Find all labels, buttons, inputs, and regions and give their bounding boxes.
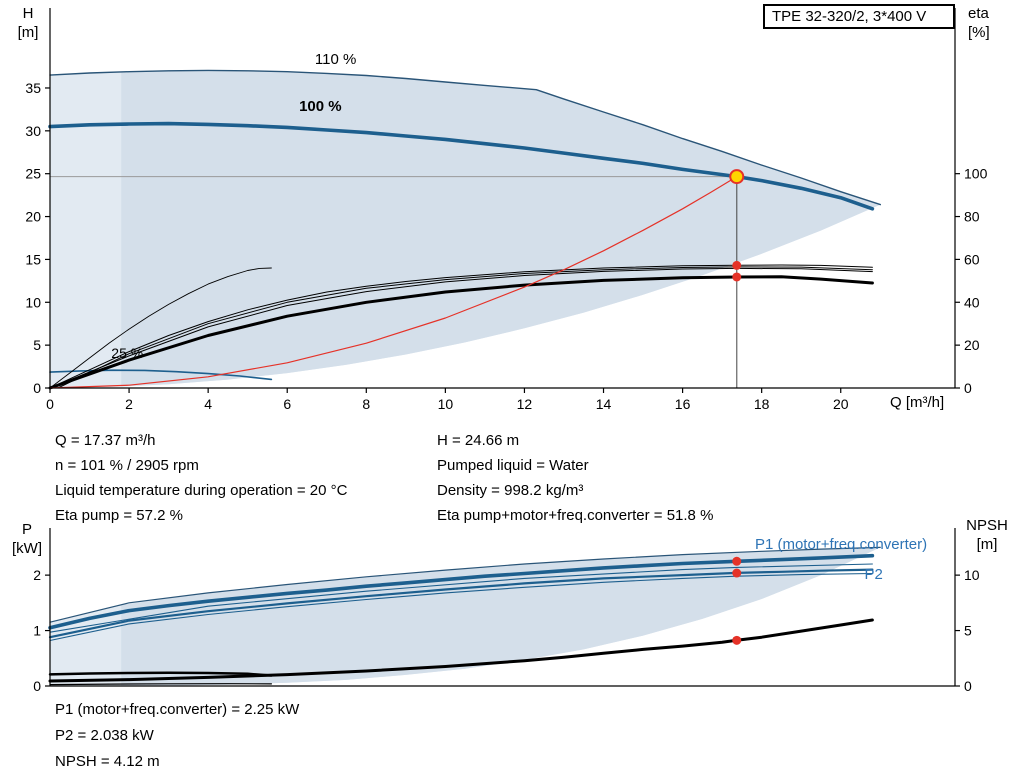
- p1-curve: [48, 553, 875, 630]
- info-p1: P1 (motor+freq.converter) = 2.25 kW: [55, 701, 300, 718]
- svg-text:30: 30: [25, 123, 41, 139]
- svg-text:8: 8: [362, 396, 370, 412]
- speed-110-curve: [49, 69, 881, 206]
- eta-total-point: [732, 272, 742, 282]
- p1-point: [732, 556, 742, 566]
- svg-text:14: 14: [596, 396, 612, 412]
- svg-text:35: 35: [25, 80, 41, 96]
- label-p1: P1 (motor+freq.converter): [755, 536, 927, 553]
- info-liquid-temp: Liquid temperature during operation = 20…: [55, 482, 348, 499]
- npsh-axis-label: NPSH [m]: [966, 517, 1008, 553]
- hq-chart: 0 2 4 6 8 10 12 14 16 18 20 0 5 10 15 20 25 30 35 0 20 40 60 80…: [25, 8, 988, 412]
- duty-info-right: H = 24.66 m Pumped liquid = Water Densit…: [437, 428, 713, 528]
- operating-envelope-inner: [121, 70, 881, 387]
- p-min-speed-curve-2: [49, 683, 272, 686]
- info-eta-total: Eta pump+motor+freq.converter = 51.8 %: [437, 507, 714, 524]
- svg-text:25: 25: [25, 166, 41, 182]
- info-density: Density = 998.2 kg/m³: [437, 482, 584, 499]
- info-q: Q = 17.37 m³/h: [55, 432, 156, 449]
- power-info-block: P1 (motor+freq.converter) = 2.25 kW P2 =…: [55, 697, 299, 775]
- info-pumped-liquid: Pumped liquid = Water: [437, 457, 589, 474]
- eta-thin-curve-2: [57, 266, 873, 389]
- p2-curve: [48, 568, 874, 639]
- power-envelope-inner: [121, 547, 881, 686]
- label-25pct: 25 %: [111, 345, 143, 361]
- info-p2: P2 = 2.038 kW: [55, 727, 154, 744]
- svg-text:0: 0: [33, 678, 41, 694]
- svg-text:6: 6: [283, 396, 291, 412]
- svg-text:60: 60: [964, 251, 980, 267]
- eta-reduced-speed-arc: [49, 267, 272, 389]
- info-npsh: NPSH = 4.12 m: [55, 753, 160, 770]
- svg-text:0: 0: [46, 396, 54, 412]
- eta-thin-curve-3: [49, 267, 873, 389]
- svg-text:0: 0: [964, 678, 972, 694]
- svg-text:10: 10: [964, 567, 980, 583]
- svg-text:20: 20: [833, 396, 849, 412]
- label-110pct: 110 %: [315, 51, 356, 68]
- label-100pct: 100 %: [299, 98, 342, 115]
- info-n: n = 101 % / 2905 rpm: [55, 457, 199, 474]
- svg-text:20: 20: [25, 209, 41, 225]
- p-npsh-chart: 0 1 2 0 5 10 P1 (motor+freq.converter) P2: [33, 528, 980, 694]
- speed-100-curve: [48, 121, 875, 211]
- duty-info-left: Q = 17.37 m³/h n = 101 % / 2905 rpm Liqu…: [55, 428, 347, 528]
- system-curve: [49, 176, 738, 389]
- pump-type-label: TPE 32-320/2, 3*400 V: [772, 8, 927, 25]
- p-thin-mid: [49, 563, 873, 633]
- svg-text:15: 15: [25, 251, 41, 267]
- svg-text:2: 2: [33, 567, 41, 583]
- svg-text:16: 16: [675, 396, 691, 412]
- eta-axis-label: eta [%]: [968, 5, 990, 41]
- duty-point-marker: [729, 169, 745, 185]
- svg-text:1: 1: [33, 623, 41, 639]
- svg-text:5: 5: [33, 337, 41, 353]
- p-min-speed-curve: [48, 671, 273, 677]
- p2-point: [732, 568, 742, 578]
- svg-text:10: 10: [438, 396, 454, 412]
- svg-text:10: 10: [25, 294, 41, 310]
- info-h: H = 24.66 m: [437, 432, 520, 449]
- svg-text:80: 80: [964, 209, 980, 225]
- svg-text:100: 100: [964, 166, 988, 182]
- svg-text:4: 4: [204, 396, 212, 412]
- eta-pump-point: [732, 260, 742, 270]
- eta-pump-curve: [49, 264, 873, 389]
- svg-text:20: 20: [964, 337, 980, 353]
- npsh-curve: [48, 618, 874, 683]
- svg-text:18: 18: [754, 396, 770, 412]
- q-axis-label: Q [m³/h]: [890, 394, 945, 411]
- pump-type-box: TPE 32-320/2, 3*400 V: [763, 4, 955, 29]
- svg-text:12: 12: [517, 396, 533, 412]
- svg-text:0: 0: [964, 380, 972, 396]
- npsh-point: [732, 635, 742, 645]
- info-eta-pump: Eta pump = 57.2 %: [55, 507, 183, 524]
- svg-text:2: 2: [125, 396, 133, 412]
- svg-text:0: 0: [33, 380, 41, 396]
- label-p2: P2: [864, 566, 882, 583]
- svg-text:40: 40: [964, 294, 980, 310]
- p-axis-label: P [kW]: [12, 521, 42, 557]
- h-axis-label: H [m]: [17, 5, 39, 41]
- svg-text:5: 5: [964, 623, 972, 639]
- p-thin-low: [49, 572, 873, 642]
- p-110-boundary: [49, 546, 881, 623]
- eta-total-curve: [48, 275, 874, 390]
